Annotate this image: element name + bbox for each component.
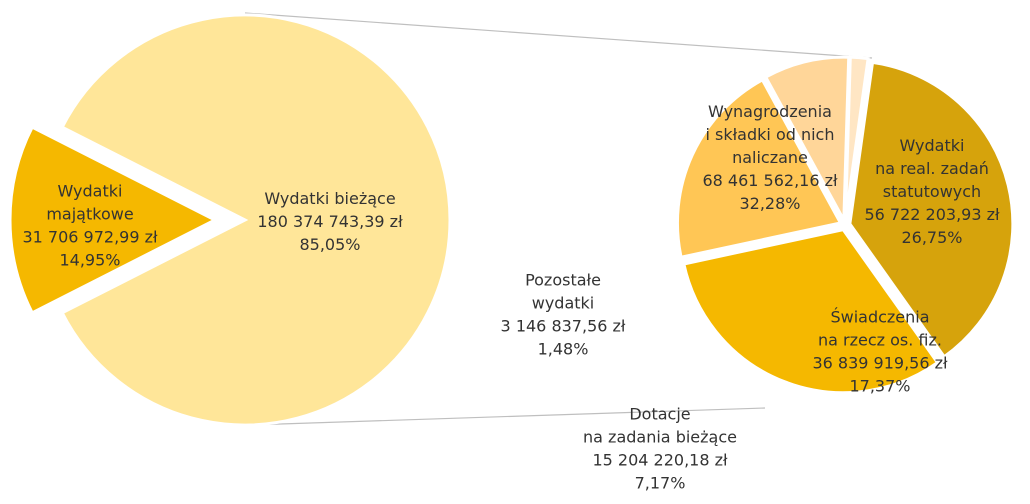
label-line: majątkowe (46, 204, 133, 223)
label-line: Wynagrodzenia (708, 102, 832, 121)
label-line: 14,95% (59, 250, 120, 269)
slice-label: Świadczenia na rzecz os. fiz. (818, 307, 942, 349)
pie-slice (682, 227, 940, 395)
label-line: i składki od nich (706, 125, 835, 144)
slice-label: 31 706 972,99 zł (22, 227, 158, 246)
label-line: 36 839 919,56 zł (812, 353, 948, 372)
slice-label: Pozostałe wydatki (525, 270, 601, 312)
slice-label: Wynagrodzenia i składki od nich naliczane (706, 102, 835, 167)
label-line: na zadania bieżące (583, 427, 737, 446)
pie-slice (843, 55, 870, 221)
label-line: 15 204 220,18 zł (592, 450, 728, 469)
label-line: Pozostałe (525, 270, 601, 289)
label-line: 26,75% (901, 228, 962, 247)
slice-label: 32,28% (739, 194, 800, 213)
slice-label: 85,05% (299, 235, 360, 254)
connector-line (244, 12, 873, 59)
label-line: 180 374 743,39 zł (257, 212, 403, 231)
slice-label: Dotacje na zadania bieżące (583, 404, 737, 446)
slice-label: 180 374 743,39 zł (257, 212, 403, 231)
label-line: wydatki (532, 293, 595, 312)
label-line: na rzecz os. fiz. (818, 330, 942, 349)
slice-label: 26,75% (901, 228, 962, 247)
label-line: 31 706 972,99 zł (22, 227, 158, 246)
label-line: 68 461 562,16 zł (702, 171, 838, 190)
label-line: 7,17% (635, 473, 686, 492)
slice-label: 3 146 837,56 zł (501, 316, 626, 335)
slice-label: 56 722 203,93 zł (864, 205, 1000, 224)
label-line: 85,05% (299, 235, 360, 254)
slice-label: Wydatki majątkowe (46, 181, 133, 223)
label-line: 17,37% (849, 376, 910, 395)
label-line: Świadczenia (830, 307, 929, 326)
pie-slice (60, 13, 452, 427)
slice-label: Wydatki na real. zadań statutowych (875, 136, 989, 201)
label-line: Wydatki (58, 181, 123, 200)
label-line: 56 722 203,93 zł (864, 205, 1000, 224)
slice-label: 68 461 562,16 zł (702, 171, 838, 190)
slice-label: Wydatki bieżące (264, 189, 395, 208)
label-line: Wydatki bieżące (264, 189, 395, 208)
slice-label: 1,48% (538, 339, 589, 358)
slice-label: 36 839 919,56 zł (812, 353, 948, 372)
slice-label: 17,37% (849, 376, 910, 395)
label-line: 1,48% (538, 339, 589, 358)
connector-line (249, 407, 766, 426)
label-line: Wydatki (900, 136, 965, 155)
label-line: statutowych (883, 182, 981, 201)
label-line: 3 146 837,56 zł (501, 316, 626, 335)
pie-slice (848, 60, 1015, 359)
label-line: 32,28% (739, 194, 800, 213)
slice-label: 7,17% (635, 473, 686, 492)
label-line: Dotacje (629, 404, 690, 423)
slice-label: 14,95% (59, 250, 120, 269)
label-line: na real. zadań (875, 159, 989, 178)
label-line: naliczane (732, 148, 808, 167)
pie-slice (8, 125, 219, 315)
pie-slice (675, 77, 843, 260)
pie-slice (763, 55, 851, 226)
slice-label: 15 204 220,18 zł (592, 450, 728, 469)
